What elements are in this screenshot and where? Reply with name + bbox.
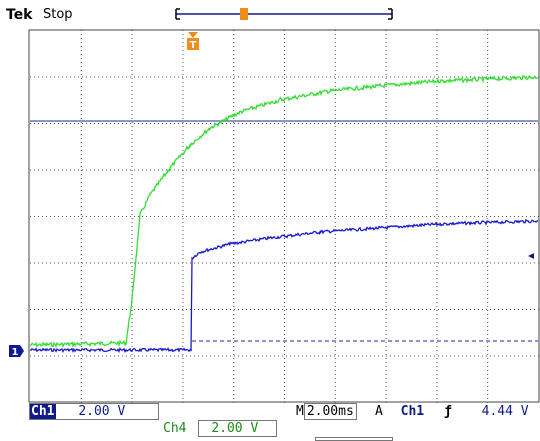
record-trigger-icon [240,8,248,20]
trigger-level: 4.44 V [481,404,529,419]
rising-edge-icon: ƒ [443,404,452,419]
timebase-readout[interactable]: M 2.00ms [296,403,357,420]
svg-text:T: T [190,40,197,51]
ch1-waveform [29,218,539,354]
brand-logo: Tek [6,7,33,23]
trigger-position-icon[interactable]: T [187,32,199,51]
svg-text:1: 1 [12,347,19,358]
ch1-readout[interactable]: Ch1 2.00 V [29,404,159,419]
timebase-prefix: M [296,404,304,419]
menu-tab [315,437,393,441]
acquisition-status: Stop [43,7,73,22]
ch1-label: Ch1 [29,404,57,419]
record-bar [175,8,393,20]
ch1-ground-marker-icon[interactable]: 1 [9,345,24,358]
ch4-readout[interactable]: Ch4 2.00 V [163,420,278,437]
ch1-scale: 2.00 V [78,404,126,419]
trigger-level-arrow-icon[interactable] [528,253,534,259]
ch4-scale: 2.00 V [198,420,278,437]
ch4-waveform [29,74,539,349]
trigger-mode: A [375,404,383,419]
trigger-source: Ch1 [400,404,425,419]
trigger-readout[interactable]: A Ch1 ƒ 4.44 V [375,404,529,419]
ch4-label: Ch4 [163,421,187,436]
timebase-value: 2.00ms [303,403,357,420]
graticule-grid [30,30,539,403]
